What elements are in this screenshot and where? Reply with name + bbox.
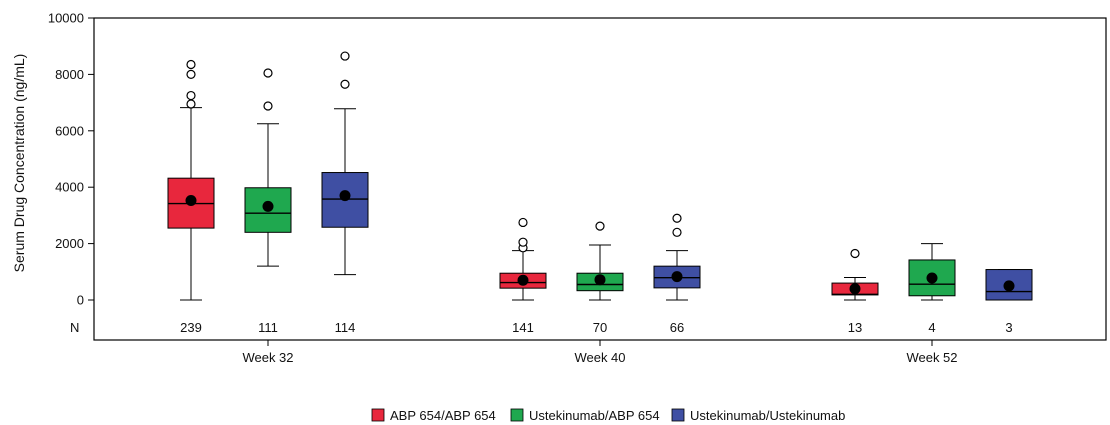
iqr-box: [985, 269, 1033, 301]
n-count-label: 4: [928, 320, 935, 335]
n-count-label: 13: [848, 320, 862, 335]
series-1: [167, 59, 879, 301]
outlier-point: [186, 99, 196, 109]
mean-marker: [185, 194, 197, 206]
mean-marker: [594, 274, 606, 286]
n-count-label: 239: [180, 320, 202, 335]
legend-label: Ustekinumab/ABP 654: [529, 408, 660, 423]
mean-marker: [339, 190, 351, 202]
y-axis-title: Serum Drug Concentration (ng/mL): [11, 54, 27, 273]
n-count-label: 3: [1005, 320, 1012, 335]
outlier-point: [186, 90, 196, 101]
box-plot: [321, 51, 369, 276]
n-count-label: 141: [512, 320, 534, 335]
mean-marker: [671, 271, 683, 283]
legend-item: Ustekinumab/Ustekinumab: [671, 408, 845, 423]
box-plot: [831, 248, 879, 301]
n-row-title: N: [70, 320, 79, 335]
mean-marker: [849, 283, 861, 295]
box-plot: [244, 68, 292, 267]
legend-item: Ustekinumab/ABP 654: [510, 408, 660, 423]
box-plot: [908, 243, 956, 301]
x-axis-group-labels: Week 32 Week 40 Week 52: [242, 340, 958, 365]
x-group-label: Week 52: [906, 350, 957, 365]
mean-marker: [1003, 280, 1015, 292]
y-tick-label: 10000: [48, 11, 84, 26]
outlier-point: [340, 51, 350, 61]
n-count-label: 66: [670, 320, 684, 335]
outlier-point: [263, 68, 273, 78]
y-axis: 0 2000 4000 6000 8000 10000: [48, 11, 94, 308]
outlier-point: [672, 213, 682, 223]
y-tick-label: 4000: [55, 180, 84, 195]
outlier-point: [340, 79, 350, 89]
outlier-point: [850, 248, 860, 259]
outlier-point: [186, 59, 196, 70]
outlier-point: [186, 69, 196, 80]
legend-label: ABP 654/ABP 654: [390, 408, 496, 423]
outlier-point: [595, 221, 605, 231]
series-3: [321, 51, 1033, 301]
legend-swatch: [671, 408, 685, 422]
legend-swatch: [371, 408, 385, 422]
n-row: N 239 141 13 111 70 4 114 66 3: [70, 320, 1013, 335]
mean-marker: [926, 272, 938, 284]
n-count-label: 114: [335, 320, 356, 335]
y-tick-label: 6000: [55, 123, 84, 138]
x-group-label: Week 32: [242, 350, 293, 365]
n-count-label: 70: [593, 320, 607, 335]
legend-swatch: [510, 408, 524, 422]
legend-label: Ustekinumab/Ustekinumab: [690, 408, 845, 423]
box-series-group: [167, 51, 1033, 301]
legend: ABP 654/ABP 654 Ustekinumab/ABP 654 Usteki…: [371, 408, 845, 423]
outlier-point: [263, 101, 273, 111]
mean-marker: [262, 200, 274, 212]
box-plot: [653, 213, 701, 301]
x-group-label: Week 40: [574, 350, 625, 365]
legend-item: ABP 654/ABP 654: [371, 408, 496, 423]
box-plot: [576, 221, 624, 301]
outlier-point: [672, 227, 682, 237]
outlier-point: [518, 237, 528, 247]
outlier-point: [518, 217, 528, 228]
n-count-label: 111: [258, 320, 278, 335]
y-tick-label: 8000: [55, 67, 84, 82]
box-plot: [167, 59, 215, 301]
box-plot: [499, 217, 547, 301]
y-tick-label: 0: [77, 293, 84, 308]
y-tick-label: 2000: [55, 236, 84, 251]
box-plot: [985, 269, 1033, 301]
mean-marker: [517, 274, 529, 286]
series-2: [244, 68, 956, 301]
